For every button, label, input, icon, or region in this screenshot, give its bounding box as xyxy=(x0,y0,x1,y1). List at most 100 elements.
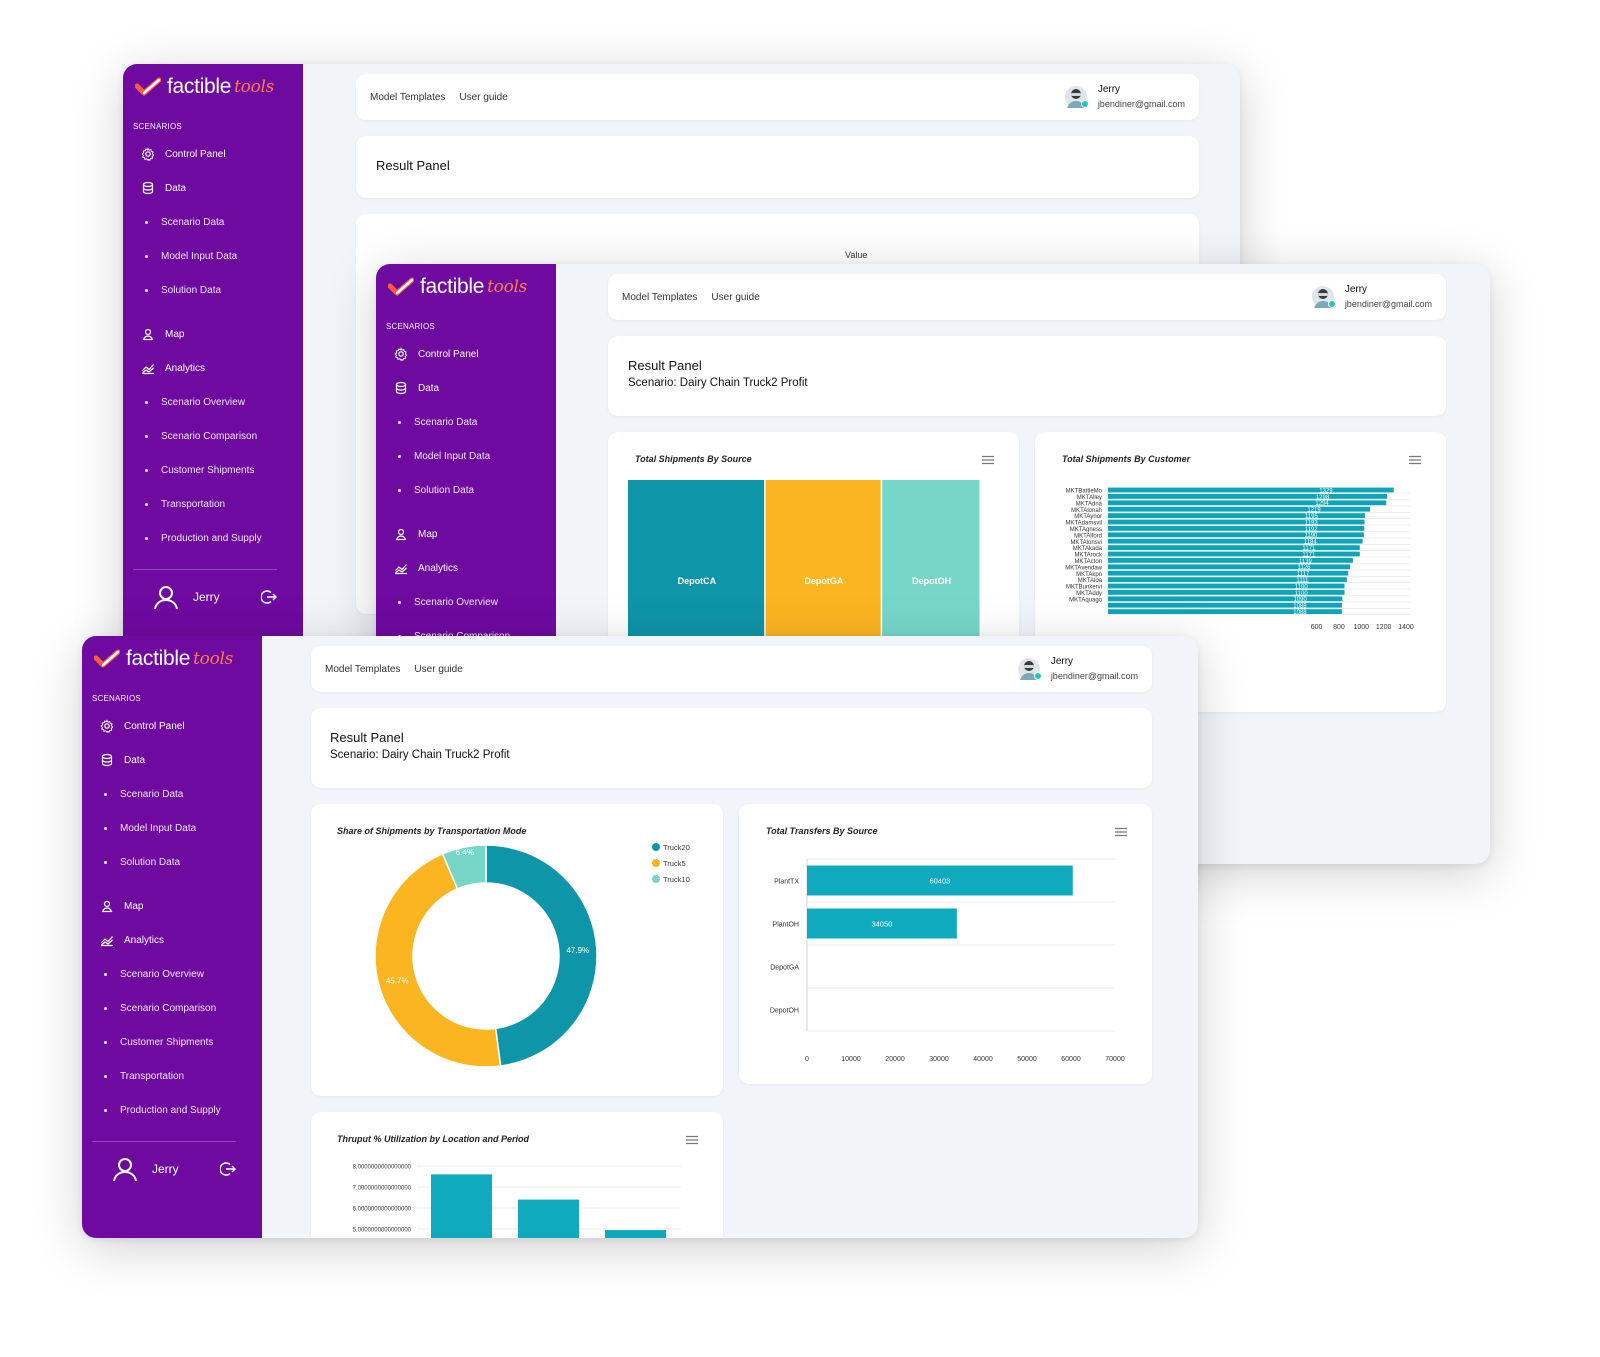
donut-slice-Truck10[interactable] xyxy=(441,844,487,890)
bar[interactable] xyxy=(1108,506,1371,512)
legend-label[interactable]: Truck10 xyxy=(663,875,690,884)
bar[interactable] xyxy=(1108,487,1394,493)
sidebar-item-transportation[interactable]: Transportation xyxy=(123,487,303,521)
sidebar-item-data[interactable]: Data xyxy=(82,743,262,777)
sidebar-item-production-and-supply[interactable]: Production and Supply xyxy=(123,521,303,555)
brand-name-accent: tools xyxy=(193,649,234,669)
bar[interactable] xyxy=(1108,526,1365,531)
category-label: MKTAlford xyxy=(1074,533,1102,539)
nav-link-model-templates[interactable]: Model Templates xyxy=(370,91,446,103)
brand-logo[interactable]: factible tools xyxy=(82,636,262,682)
bar[interactable] xyxy=(1108,519,1365,525)
bar-value-label: 1195 xyxy=(1305,514,1319,520)
bar-value-label: 1100 xyxy=(1295,591,1309,597)
nav-link-model-templates[interactable]: Model Templates xyxy=(325,663,401,675)
donut-slice-Truck20[interactable] xyxy=(485,844,598,1067)
user-profile[interactable]: Jerry jbendiner@gmail.com xyxy=(1311,283,1432,311)
sidebar-item-scenario-comparison[interactable]: Scenario Comparison xyxy=(123,419,303,453)
sidebar-item-label: Production and Supply xyxy=(120,1104,221,1116)
bar[interactable] xyxy=(1108,532,1364,538)
bar[interactable] xyxy=(1108,500,1387,506)
bar[interactable] xyxy=(1108,596,1343,602)
bar[interactable] xyxy=(431,1174,492,1238)
bullet-dot-icon xyxy=(104,826,107,830)
sidebar-item-data[interactable]: Data xyxy=(123,171,303,205)
user-profile[interactable]: Jerry jbendiner@gmail.com xyxy=(1064,83,1185,111)
hamburger-menu-icon[interactable] xyxy=(1115,824,1127,842)
sidebar-item-analytics[interactable]: Analytics xyxy=(123,351,303,385)
category-label: PlantTX xyxy=(774,879,799,886)
nav-link-user-guide[interactable]: User guide xyxy=(459,91,508,103)
sidebar-item-analytics[interactable]: Analytics xyxy=(82,923,262,957)
brand-logo[interactable]: factible tools xyxy=(123,64,303,110)
bar[interactable] xyxy=(518,1199,579,1238)
donut-slice-Truck5[interactable] xyxy=(374,852,502,1068)
sidebar-item-production-and-supply[interactable]: Production and Supply xyxy=(82,1093,262,1127)
bar[interactable] xyxy=(1108,570,1349,576)
legend-label[interactable]: Truck5 xyxy=(663,859,686,868)
bar-PlantOH[interactable] xyxy=(807,908,957,939)
sidebar-item-model-input-data[interactable]: Model Input Data xyxy=(82,811,262,845)
bar[interactable] xyxy=(1108,551,1360,557)
sidebar-item-transportation[interactable]: Transportation xyxy=(82,1059,262,1093)
bar[interactable] xyxy=(1108,602,1342,608)
bar[interactable] xyxy=(1108,513,1365,518)
bar[interactable] xyxy=(1108,577,1347,582)
bar[interactable] xyxy=(1108,545,1360,550)
brand-logo[interactable]: factible tools xyxy=(376,264,556,310)
bar[interactable] xyxy=(605,1230,666,1238)
sidebar-item-control-panel[interactable]: Control Panel xyxy=(123,137,303,171)
sidebar-item-map[interactable]: Map xyxy=(82,889,262,923)
slice-value-label: 6.4% xyxy=(456,848,474,857)
sidebar-item-model-input-data[interactable]: Model Input Data xyxy=(123,239,303,273)
sidebar-nav: Control Panel Data Scenario Data Model Inpu… xyxy=(123,137,303,555)
nav-link-user-guide[interactable]: User guide xyxy=(414,663,463,675)
sidebar-item-scenario-data[interactable]: Scenario Data xyxy=(376,405,556,439)
user-profile[interactable]: Jerry jbendiner@gmail.com xyxy=(1017,655,1138,683)
bar[interactable] xyxy=(1108,583,1345,589)
sidebar-item-customer-shipments[interactable]: Customer Shipments xyxy=(82,1025,262,1059)
logout-icon[interactable] xyxy=(220,1161,236,1177)
sidebar-item-solution-data[interactable]: Solution Data xyxy=(123,273,303,307)
sidebar-item-scenario-overview[interactable]: Scenario Overview xyxy=(123,385,303,419)
bullet-dot-icon xyxy=(104,1108,107,1112)
sidebar-item-control-panel[interactable]: Control Panel xyxy=(376,337,556,371)
x-tick-label: 1000 xyxy=(1353,624,1369,631)
nav-link-user-guide[interactable]: User guide xyxy=(711,291,760,303)
sidebar-item-solution-data[interactable]: Solution Data xyxy=(376,473,556,507)
bar[interactable] xyxy=(1108,538,1363,544)
bar-value-label: 1088 xyxy=(1293,610,1307,616)
sidebar-item-data[interactable]: Data xyxy=(376,371,556,405)
sidebar-item-map[interactable]: Map xyxy=(123,317,303,351)
sidebar-item-label: Scenario Overview xyxy=(414,596,498,608)
sidebar-item-scenario-data[interactable]: Scenario Data xyxy=(82,777,262,811)
bar[interactable] xyxy=(1108,590,1345,595)
sidebar-item-scenario-comparison[interactable]: Scenario Comparison xyxy=(82,991,262,1025)
sidebar-item-label: Map xyxy=(165,328,185,340)
logout-icon[interactable] xyxy=(261,589,277,605)
x-tick-label: 70000 xyxy=(1105,1056,1125,1063)
bar[interactable] xyxy=(1108,558,1353,563)
top-bar: Model Templates User guide Jerry jbendiner@… xyxy=(311,646,1152,692)
hamburger-menu-icon[interactable] xyxy=(686,1132,698,1150)
bar-PlantTX[interactable] xyxy=(807,865,1073,896)
sidebar-item-control-panel[interactable]: Control Panel xyxy=(82,709,262,743)
legend-label[interactable]: Truck20 xyxy=(663,843,690,852)
sidebar-item-analytics[interactable]: Analytics xyxy=(376,551,556,585)
sidebar-item-scenario-overview[interactable]: Scenario Overview xyxy=(376,585,556,619)
sidebar-item-scenario-overview[interactable]: Scenario Overview xyxy=(82,957,262,991)
sidebar-item-scenario-data[interactable]: Scenario Data xyxy=(123,205,303,239)
sidebar-item-customer-shipments[interactable]: Customer Shipments xyxy=(123,453,303,487)
sidebar-item-solution-data[interactable]: Solution Data xyxy=(82,845,262,879)
bar-value-label: 1329 xyxy=(1319,488,1333,494)
y-tick-label: 8.0000000000000000 xyxy=(353,1165,412,1171)
sidebar-item-model-input-data[interactable]: Model Input Data xyxy=(376,439,556,473)
bar[interactable] xyxy=(1108,564,1351,570)
bullet-dot-icon xyxy=(145,468,148,472)
sidebar-item-map[interactable]: Map xyxy=(376,517,556,551)
hamburger-menu-icon[interactable] xyxy=(982,452,994,470)
bar[interactable] xyxy=(1108,609,1342,614)
hamburger-menu-icon[interactable] xyxy=(1409,452,1421,470)
bar[interactable] xyxy=(1108,494,1388,499)
nav-link-model-templates[interactable]: Model Templates xyxy=(622,291,698,303)
